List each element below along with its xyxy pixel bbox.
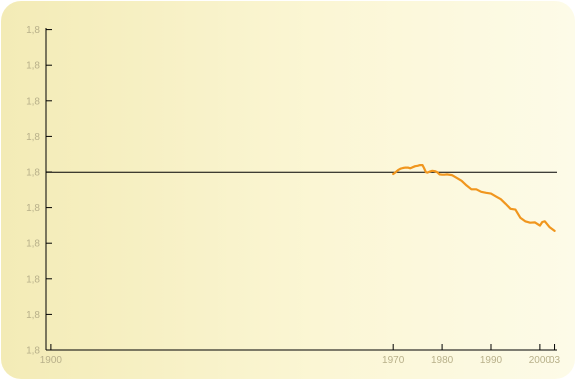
x-tick-label: 1980 xyxy=(431,355,454,366)
y-tick-label: 1,8 xyxy=(26,203,40,214)
x-tick-label: 1900 xyxy=(40,355,63,366)
y-tick-label: 1,8 xyxy=(26,239,40,250)
series-group xyxy=(392,164,556,232)
y-tick-label: 1,8 xyxy=(26,274,40,285)
x-tick-label: 2000 xyxy=(529,355,552,366)
y-tick-label: 1,8 xyxy=(26,346,40,357)
y-tick-label: 1,8 xyxy=(26,310,40,321)
x-tick-label: 1990 xyxy=(480,355,503,366)
y-tick-label: 1,8 xyxy=(26,25,40,36)
x-tick-label: 03 xyxy=(549,355,561,366)
y-tick-label: 1,8 xyxy=(26,168,40,179)
y-tick-label: 1,8 xyxy=(26,132,40,143)
series-line xyxy=(392,164,556,232)
x-tick-label: 1970 xyxy=(382,355,405,366)
axes xyxy=(45,28,557,351)
y-tick-label: 1,8 xyxy=(26,96,40,107)
y-tick-label: 1,8 xyxy=(26,61,40,72)
tick-marks xyxy=(46,29,556,351)
